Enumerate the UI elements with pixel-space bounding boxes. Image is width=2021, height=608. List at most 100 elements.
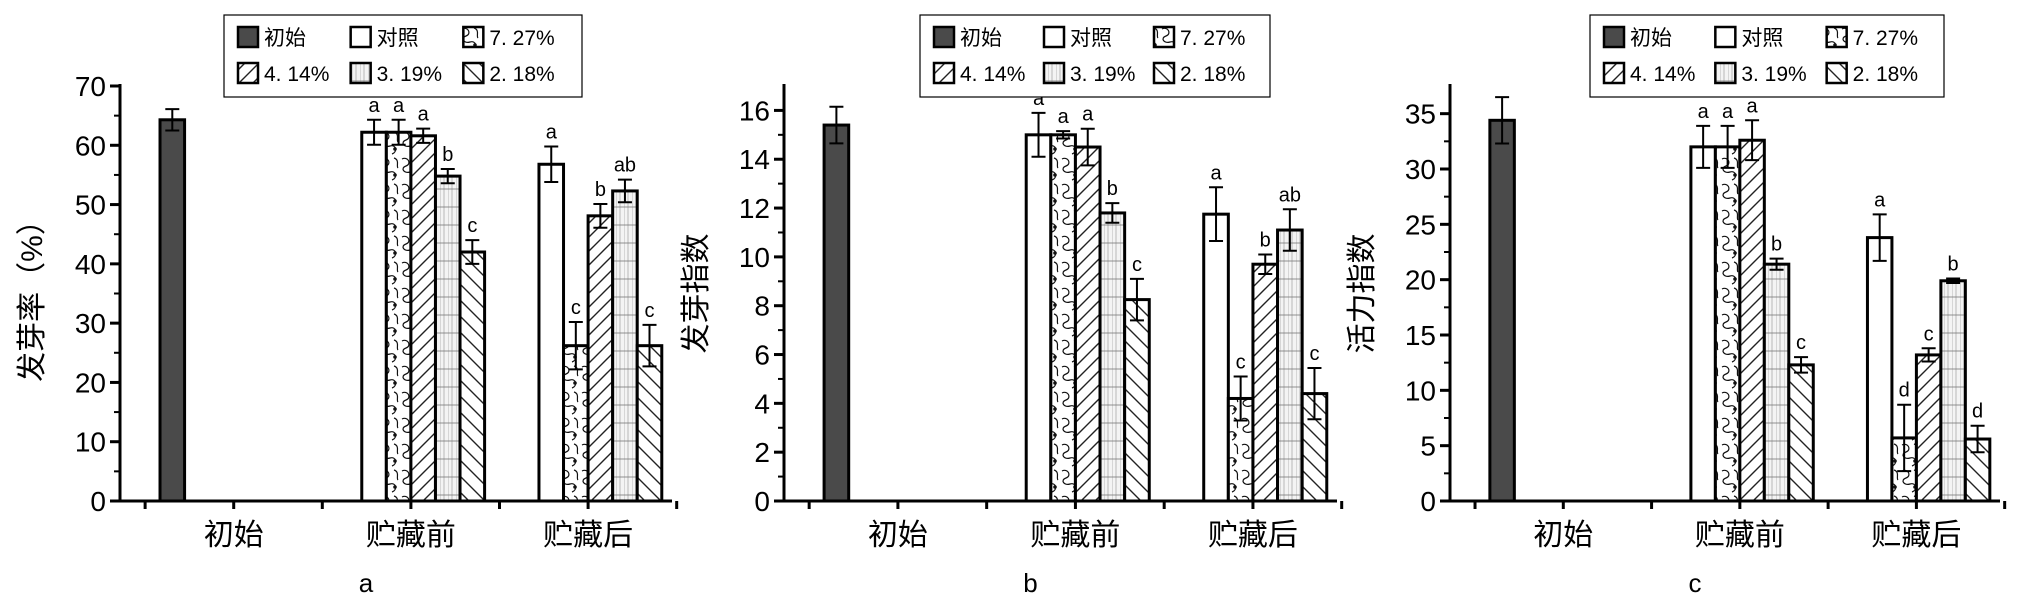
legend-swatch xyxy=(1825,61,1848,85)
y-tick-label: 16 xyxy=(739,95,770,126)
significance-label: a xyxy=(546,121,558,143)
legend-item: 初始 xyxy=(932,25,1002,50)
y-tick-label: 8 xyxy=(754,291,770,322)
legend-label: 3. 19% xyxy=(1070,63,1135,86)
y-tick-label: 25 xyxy=(1405,209,1436,240)
y-tick-label: 35 xyxy=(1405,99,1436,130)
error-bar xyxy=(1946,277,1961,284)
bar xyxy=(1762,262,1791,503)
bar xyxy=(158,118,187,503)
legend-label: 对照 xyxy=(1741,27,1783,50)
error-bar xyxy=(1129,277,1144,322)
error-bar xyxy=(1769,257,1784,271)
legend-item: 7. 27% xyxy=(1152,25,1245,50)
y-tick-label: 10 xyxy=(1405,375,1436,406)
bar xyxy=(1865,236,1894,503)
legend-item: 4. 14% xyxy=(1602,61,1695,86)
legend-swatch xyxy=(1714,61,1737,85)
error-bar xyxy=(1282,208,1297,252)
legend-item: 2. 18% xyxy=(1825,61,1918,86)
bar xyxy=(1914,353,1943,503)
bar xyxy=(1073,145,1102,503)
significance-label: c xyxy=(1796,332,1806,354)
x-category-label: 贮藏前 xyxy=(1695,519,1785,552)
legend-swatch xyxy=(349,61,372,85)
legend-item: 3. 19% xyxy=(349,61,442,86)
significance-label: d xyxy=(1972,401,1983,423)
bar xyxy=(611,189,639,503)
significance-label: c xyxy=(467,215,477,237)
error-bar xyxy=(1696,124,1711,169)
legend-swatch xyxy=(236,61,260,85)
significance-label: c xyxy=(1309,343,1319,365)
legend-label: 7. 27% xyxy=(1853,27,1918,50)
significance-label: ab xyxy=(1279,184,1301,206)
y-tick-label: 0 xyxy=(90,486,106,517)
legend-label: 4. 14% xyxy=(960,63,1025,86)
significance-label: a xyxy=(1058,106,1070,128)
error-bar xyxy=(593,202,608,229)
legend-swatch xyxy=(1602,61,1626,85)
x-category-label: 贮藏前 xyxy=(366,519,456,552)
error-bar xyxy=(1794,356,1809,374)
significance-label: ab xyxy=(614,155,636,177)
error-bar xyxy=(165,108,180,132)
significance-label: a xyxy=(1698,101,1710,123)
bar xyxy=(1787,363,1815,503)
error-bar xyxy=(829,105,844,145)
bar xyxy=(822,123,851,503)
bar xyxy=(1738,138,1766,503)
legend-swatch xyxy=(932,61,956,85)
significance-label: b xyxy=(442,144,453,166)
y-tick-label: 70 xyxy=(75,71,106,102)
significance-label: a xyxy=(1082,104,1094,126)
bar xyxy=(384,130,413,503)
y-tick-label: 20 xyxy=(75,367,106,398)
legend-swatch xyxy=(1152,61,1176,85)
significance-label: b xyxy=(595,179,606,201)
legend-label: 7. 27% xyxy=(489,27,554,50)
error-bar xyxy=(1307,366,1322,421)
legend: 初始 对照 7. 27% 4. 14% 3. 19% 2. 18% xyxy=(223,14,583,98)
legend-swatch xyxy=(1042,61,1066,85)
legend-label: 2. 18% xyxy=(1180,63,1245,86)
legend-item: 4. 14% xyxy=(236,61,329,86)
legend-item: 初始 xyxy=(236,25,306,50)
y-tick-label: 10 xyxy=(739,242,770,273)
x-category-label: 贮藏后 xyxy=(543,519,633,552)
x-category-label: 初始 xyxy=(868,519,928,552)
legend-item: 7. 27% xyxy=(462,25,555,50)
error-bar xyxy=(544,145,559,184)
legend-item: 2. 18% xyxy=(1152,61,1245,86)
bar xyxy=(537,162,566,503)
error-bar xyxy=(1056,130,1071,140)
legend-swatch xyxy=(1714,25,1737,49)
legend-label: 4. 14% xyxy=(1630,63,1695,86)
significance-label: d xyxy=(1899,380,1910,402)
x-category-label: 初始 xyxy=(204,519,264,552)
legend-box xyxy=(919,14,1271,98)
error-bar xyxy=(1720,124,1735,169)
legend-swatch xyxy=(462,25,485,49)
legend-box xyxy=(1589,14,1945,98)
y-tick-label: 14 xyxy=(739,144,770,175)
significance-label: b xyxy=(1771,234,1782,256)
error-bar xyxy=(1258,253,1273,275)
legend-swatch xyxy=(932,25,956,49)
bar xyxy=(360,130,388,503)
bar xyxy=(433,174,462,503)
y-tick-label: 30 xyxy=(75,308,106,339)
y-tick-label: 0 xyxy=(754,486,770,517)
bar xyxy=(1276,228,1304,503)
error-bar xyxy=(1921,347,1936,363)
error-bar xyxy=(1872,213,1887,262)
legend-label: 初始 xyxy=(960,27,1002,50)
error-bar xyxy=(1897,403,1912,473)
error-bar xyxy=(1233,375,1248,422)
y-tick-label: 30 xyxy=(1405,154,1436,185)
legend-item: 对照 xyxy=(1042,25,1112,50)
bar xyxy=(1049,133,1077,503)
significance-label: a xyxy=(1747,95,1759,117)
significance-label: a xyxy=(1210,162,1222,184)
error-bar xyxy=(1031,111,1046,158)
